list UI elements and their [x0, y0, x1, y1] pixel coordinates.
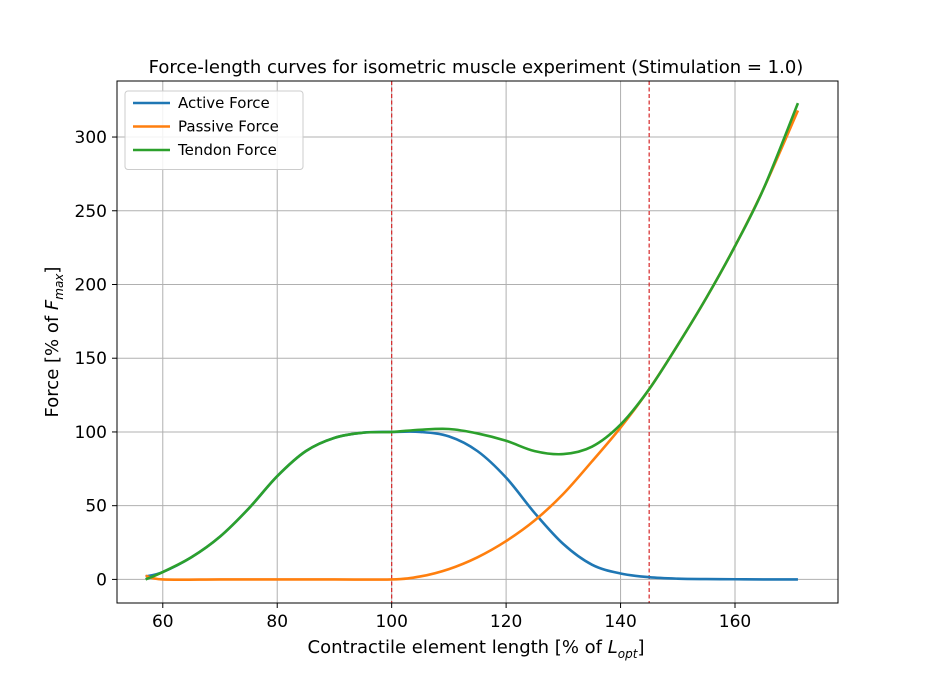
ticks: 60 80 100 120 140 160 0 50 100 150 200 250 300 — [75, 128, 752, 632]
y-tick-label: 100 — [75, 423, 107, 443]
x-tick-label: 60 — [152, 612, 174, 632]
legend-label: Active Force — [178, 94, 270, 112]
y-tick-label: 50 — [85, 497, 107, 517]
y-axis-label-prefix: Force [% of — [42, 310, 63, 417]
x-axis-label-subscript: opt — [618, 647, 639, 661]
series-line-3 — [145, 102, 800, 581]
x-tick-label: 160 — [719, 612, 751, 632]
grid — [117, 81, 838, 603]
y-tick-label: 150 — [75, 349, 107, 369]
x-tick-label: 120 — [490, 612, 522, 632]
legend-label: Tendon Force — [177, 141, 277, 159]
plot-frame — [116, 80, 839, 604]
x-tick-label: 140 — [604, 612, 636, 632]
y-axis-label-symbol: F — [42, 299, 63, 310]
y-tick-label: 200 — [75, 275, 107, 295]
series-line-2 — [145, 109, 800, 581]
chart-title: Force-length curves for isometric muscle… — [149, 57, 804, 78]
legend: Active Force Passive Force Tendon Force — [124, 90, 304, 170]
y-axis-label: Force [% of Fmax] — [42, 267, 66, 418]
y-tick-label: 300 — [75, 128, 107, 148]
y-tick-label: 0 — [96, 570, 107, 590]
y-axis-label-subscript: max — [52, 273, 66, 300]
x-axis-label-symbol: L — [608, 637, 618, 658]
x-tick-label: 100 — [375, 612, 407, 632]
x-tick-label: 80 — [266, 612, 288, 632]
x-axis-label-suffix: ] — [637, 637, 644, 658]
x-axis-label-prefix: Contractile element length [% of — [308, 637, 608, 658]
legend-label: Passive Force — [178, 118, 279, 136]
reference-lines — [391, 81, 650, 603]
y-tick-label: 250 — [75, 202, 107, 222]
y-axis-label-suffix: ] — [42, 267, 63, 274]
x-axis-label: Contractile element length [% of Lopt] — [308, 637, 645, 661]
series-lines — [145, 102, 800, 581]
